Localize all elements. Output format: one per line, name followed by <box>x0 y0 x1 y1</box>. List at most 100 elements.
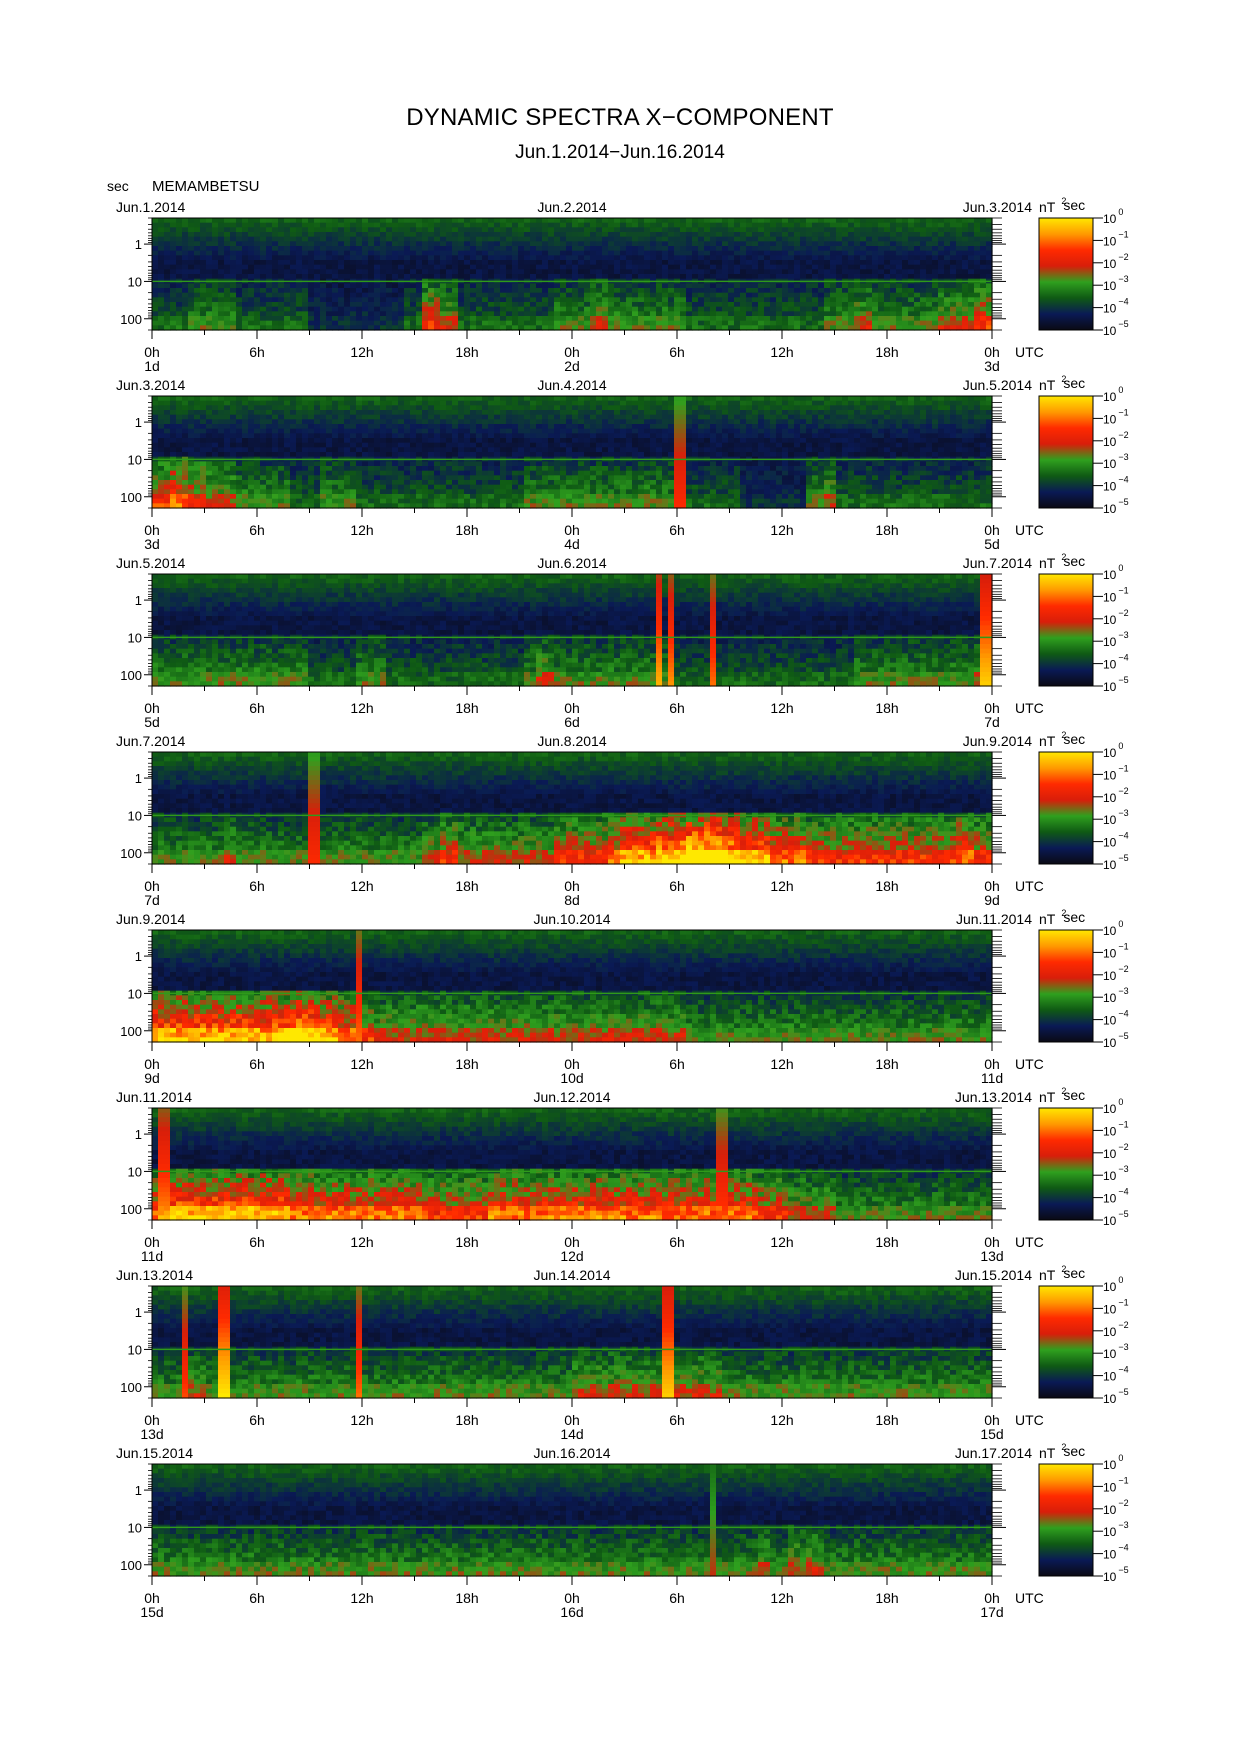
spectra-cell <box>704 316 711 322</box>
spectra-cell <box>224 297 231 303</box>
spectra-cell <box>356 400 363 406</box>
spectra-cell <box>848 297 855 303</box>
spectra-cell <box>710 264 717 270</box>
spectra-cell <box>236 232 243 238</box>
spectra-cell <box>284 489 291 495</box>
spectra-cell <box>374 222 381 228</box>
spectra-cell <box>428 396 435 402</box>
spectra-cell <box>458 297 465 303</box>
spectra-cell <box>512 414 519 420</box>
spectra-cell <box>860 325 867 331</box>
spectra-cell <box>758 316 765 322</box>
spectra-cell <box>860 222 867 228</box>
spectra-cell <box>662 241 669 247</box>
spectra-cell <box>170 325 177 331</box>
spectra-cell <box>260 255 267 261</box>
spectra-cell <box>782 260 789 266</box>
spectra-cell <box>818 222 825 228</box>
spectra-cell <box>674 260 681 266</box>
spectra-cell <box>392 424 399 430</box>
spectra-cell <box>350 302 357 308</box>
spectra-cell <box>656 283 663 289</box>
spectra-cell <box>320 452 327 458</box>
spectra-cell <box>776 283 783 289</box>
spectra-cell <box>758 250 765 256</box>
spectra-cell <box>326 302 333 308</box>
spectra-cell <box>446 452 453 458</box>
spectra-cell <box>524 410 531 416</box>
spectra-cell <box>800 288 807 294</box>
spectra-cell <box>296 410 303 416</box>
spectra-cell <box>710 283 717 289</box>
spectra-cell <box>344 292 351 298</box>
spectra-cell <box>158 405 165 411</box>
spectra-cell <box>938 241 945 247</box>
spectra-cell <box>260 442 267 448</box>
spectra-cell <box>470 396 477 402</box>
spectra-cell <box>920 316 927 322</box>
spectra-cell <box>434 283 441 289</box>
spectra-cell <box>728 311 735 317</box>
spectra-cell <box>320 218 327 224</box>
spectra-cell <box>830 292 837 298</box>
spectra-cell <box>506 494 513 500</box>
spectra-cell <box>344 297 351 303</box>
spectra-cell <box>494 484 501 490</box>
spectra-cell <box>614 218 621 224</box>
spectra-cell <box>434 498 441 504</box>
spectra-cell <box>428 264 435 270</box>
spectra-cell <box>236 306 243 312</box>
spectra-cell <box>926 250 933 256</box>
spectra-cell <box>338 452 345 458</box>
spectra-cell <box>386 218 393 224</box>
spectra-cell <box>446 218 453 224</box>
spectra-cell <box>944 283 951 289</box>
spectra-cell <box>182 466 189 472</box>
spectra-cell <box>536 306 543 312</box>
spectra-cell <box>728 232 735 238</box>
spectra-cell <box>818 218 825 224</box>
spectra-cell <box>338 442 345 448</box>
spectra-cell <box>770 292 777 298</box>
spectra-cell <box>356 222 363 228</box>
spectra-cell <box>236 405 243 411</box>
spectra-cell <box>506 320 513 326</box>
spectra-cell <box>326 246 333 252</box>
spectra-cell <box>458 503 465 509</box>
spectra-cell <box>416 414 423 420</box>
spectra-cell <box>500 419 507 425</box>
spectra-cell <box>338 255 345 261</box>
spectra-cell <box>326 283 333 289</box>
spectra-cell <box>842 260 849 266</box>
spectra-cell <box>650 316 657 322</box>
spectra-cell <box>752 283 759 289</box>
spectra-cell <box>854 255 861 261</box>
spectra-cell <box>986 232 993 238</box>
spectra-cell <box>290 405 297 411</box>
spectra-cell <box>194 494 201 500</box>
spectra-cell <box>446 424 453 430</box>
spectra-cell <box>818 283 825 289</box>
spectra-cell <box>464 494 471 500</box>
spectra-cell <box>272 283 279 289</box>
spectra-cell <box>500 306 507 312</box>
spectra-cell <box>602 320 609 326</box>
spectra-cell <box>512 396 519 402</box>
spectra-cell <box>194 325 201 331</box>
spectra-cell <box>206 311 213 317</box>
spectra-cell <box>272 311 279 317</box>
spectra-cell <box>674 292 681 298</box>
spectra-cell <box>620 255 627 261</box>
spectra-cell <box>878 236 885 242</box>
spectra-cell <box>284 250 291 256</box>
spectra-cell <box>830 264 837 270</box>
spectra-cell <box>416 218 423 224</box>
spectra-cell <box>326 311 333 317</box>
spectra-cell <box>584 218 591 224</box>
spectra-cell <box>158 325 165 331</box>
spectra-cell <box>644 269 651 275</box>
spectra-cell <box>308 320 315 326</box>
spectra-cell <box>488 494 495 500</box>
spectra-cell <box>242 442 249 448</box>
spectra-cell <box>398 414 405 420</box>
